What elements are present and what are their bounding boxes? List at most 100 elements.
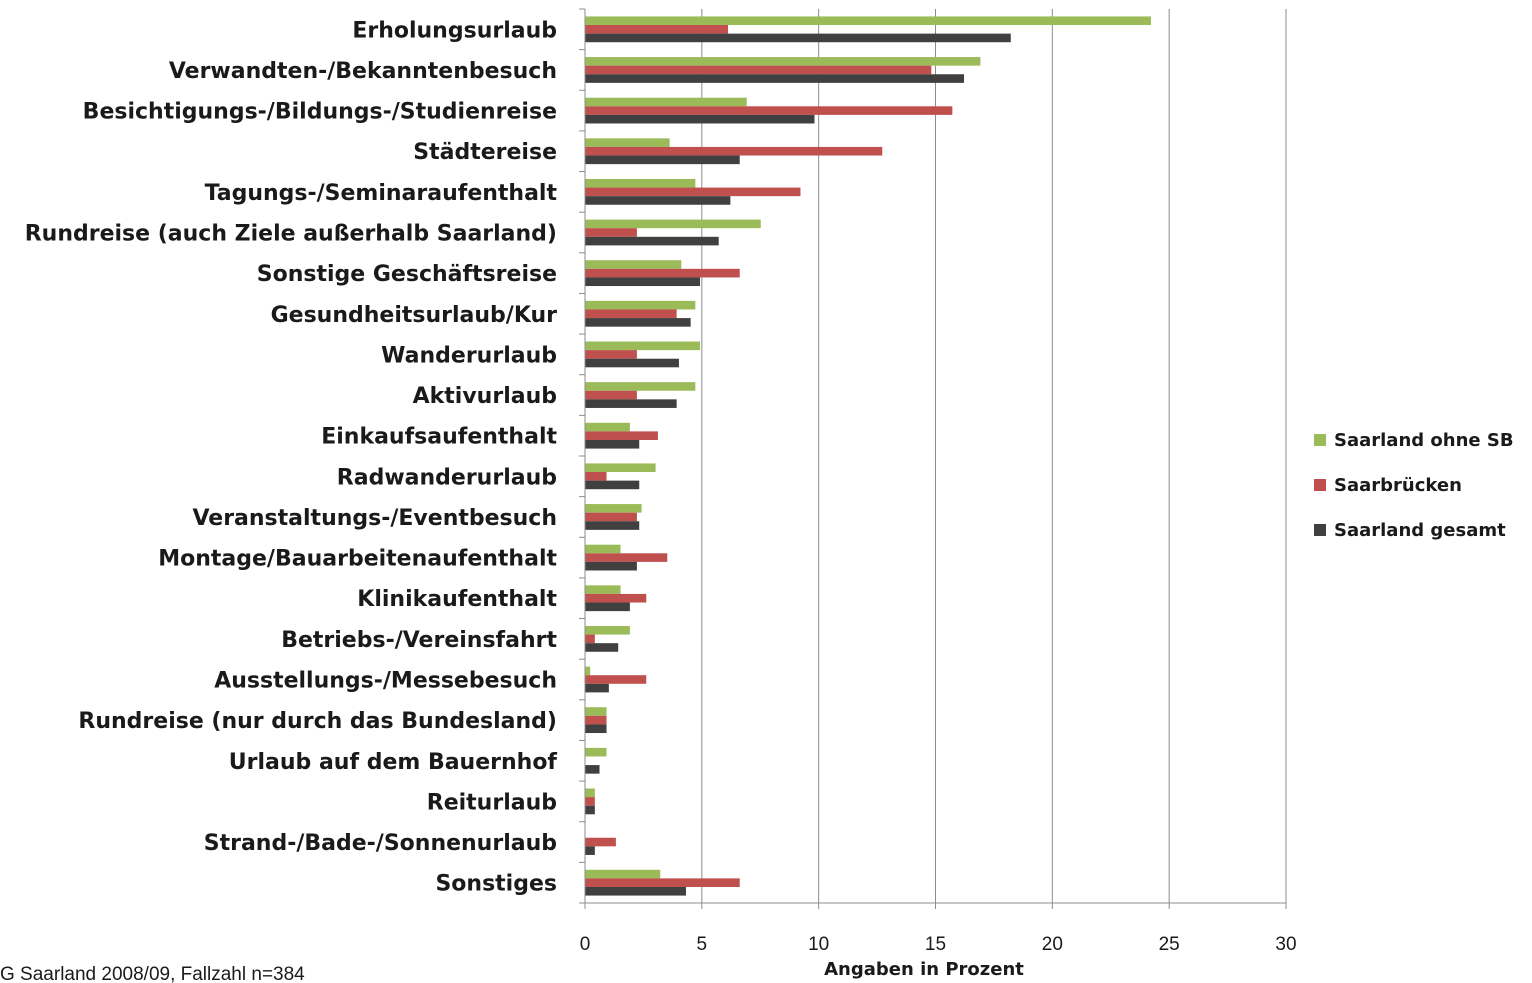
category-label: Aktivurlaub [413,384,557,409]
category-label: Veranstaltungs-/Eventbesuch [192,506,557,531]
category-label: Montage/Bauarbeitenaufenthalt [158,547,557,572]
bar-saarbr-cken [585,390,637,400]
bar-saarland-ohne-sb [585,625,630,635]
bar-saarland-ohne-sb [585,422,630,432]
bar-saarbr-cken [585,187,801,197]
bar-saarland-ohne-sb [585,788,595,798]
bar-saarbr-cken [585,797,595,806]
category-label: Städtereise [413,140,557,165]
legend-label: Saarbrücken [1334,475,1462,496]
axes [579,8,1287,909]
bar-saarland-gesamt [585,561,637,571]
bar-saarland-ohne-sb [585,97,747,107]
bar-saarland-ohne-sb [585,585,621,594]
bar-saarland-gesamt [585,886,686,896]
bar-saarland-gesamt [585,480,640,490]
bar-saarland-gesamt [585,196,731,205]
bar-saarland-gesamt [585,114,815,124]
category-label: Verwandten-/Bekanntenbesuch [169,59,557,84]
category-label: Strand-/Bade-/Sonnenurlaub [204,831,557,856]
bar-saarland-ohne-sb [585,666,591,676]
category-label: Urlaub auf dem Bauernhof [229,750,558,775]
category-label: Radwanderurlaub [337,465,557,490]
category-label: Gesundheitsurlaub/Kur [271,303,558,328]
category-label: Klinikaufenthalt [357,587,557,612]
bar-saarbr-cken [585,106,953,115]
category-label: Ausstellungs-/Messebesuch [214,669,557,694]
x-tick-label: 20 [1042,934,1063,955]
legend-swatch [1314,479,1326,491]
bar-saarland-gesamt [585,399,677,408]
bar-saarbr-cken [585,512,637,522]
category-label: Wanderurlaub [381,343,557,368]
bar-saarland-gesamt [585,33,1011,43]
legend: Saarland ohne SB Saarbrücken Saarland gesa… [1314,430,1514,541]
category-label: Sonstiges [435,872,557,897]
bar-saarbr-cken [585,553,668,562]
bar-saarbr-cken [585,634,595,644]
bar-saarbr-cken [585,228,637,237]
bar-saarbr-cken [585,65,932,75]
bar-saarland-gesamt [585,439,640,449]
category-label: Rundreise (nur durch das Bundesland) [78,709,557,734]
bar-saarland-ohne-sb [585,747,607,757]
bar-saarbr-cken [585,309,677,319]
x-tick-label: 5 [697,934,708,955]
category-label: Reiturlaub [427,790,557,815]
legend-label: Saarland gesamt [1334,520,1506,541]
bar-saarland-gesamt [585,724,607,734]
bar-saarbr-cken [585,878,740,887]
bar-saarland-ohne-sb [585,869,661,879]
bar-saarland-ohne-sb [585,300,696,310]
bar-saarland-gesamt [585,805,595,815]
bar-saarland-gesamt [585,277,700,287]
category-label: Betriebs-/Vereinsfahrt [281,628,557,653]
x-tick-label: 0 [580,934,591,955]
x-tick-label: 25 [1159,934,1180,955]
category-label: Besichtigungs-/Bildungs-/Studienreise [83,100,557,125]
bar-saarland-ohne-sb [585,341,700,351]
x-tick-label: 30 [1275,934,1296,955]
bar-saarland-ohne-sb [585,57,981,66]
category-label: Sonstige Geschäftsreise [257,262,557,287]
x-tick-label: 15 [925,934,946,955]
bar-saarland-gesamt [585,318,691,327]
bar-saarland-ohne-sb [585,382,696,391]
bar-saarbr-cken [585,350,637,359]
bar-saarbr-cken [585,146,883,156]
bar-saarland-ohne-sb [585,463,656,473]
bar-saarland-ohne-sb [585,707,607,716]
bar-saarbr-cken [585,675,647,684]
bar-saarland-ohne-sb [585,138,670,147]
bar-saarland-ohne-sb [585,260,682,269]
x-tick-labels: 0 5 10 15 20 25 30 [580,934,1297,955]
bar-saarland-gesamt [585,602,630,612]
bar-saarland-gesamt [585,74,965,83]
category-label: Rundreise (auch Ziele außerhalb Saarland… [25,222,557,247]
bar-saarland-gesamt [585,846,595,855]
legend-swatch [1314,434,1326,446]
bar-saarland-gesamt [585,683,609,693]
category-labels: Erholungsurlaub Verwandten-/Bekanntenbesu… [25,18,558,896]
bar-saarland-gesamt [585,643,619,652]
bar-saarbr-cken [585,715,607,725]
legend-label: Saarland ohne SB [1334,430,1514,451]
bar-saarland-ohne-sb [585,544,621,554]
category-label: Tagungs-/Seminaraufenthalt [205,181,558,206]
x-tick-label: 10 [808,934,829,955]
bar-saarbr-cken [585,472,607,481]
bar-saarbr-cken [585,268,740,278]
category-label: Einkaufsaufenthalt [321,425,557,450]
bar-saarland-gesamt [585,236,719,246]
bar-saarland-gesamt [585,155,740,165]
bar-saarland-gesamt [585,358,679,368]
gridlines [701,9,1287,903]
bar-saarbr-cken [585,25,729,34]
legend-swatch [1314,524,1326,536]
bar-saarland-ohne-sb [585,178,696,188]
bar-saarbr-cken [585,593,647,603]
category-label: Erholungsurlaub [352,18,557,43]
source-note: G Saarland 2008/09, Fallzahl n=384 [0,964,305,983]
bar-saarland-ohne-sb [585,16,1151,26]
